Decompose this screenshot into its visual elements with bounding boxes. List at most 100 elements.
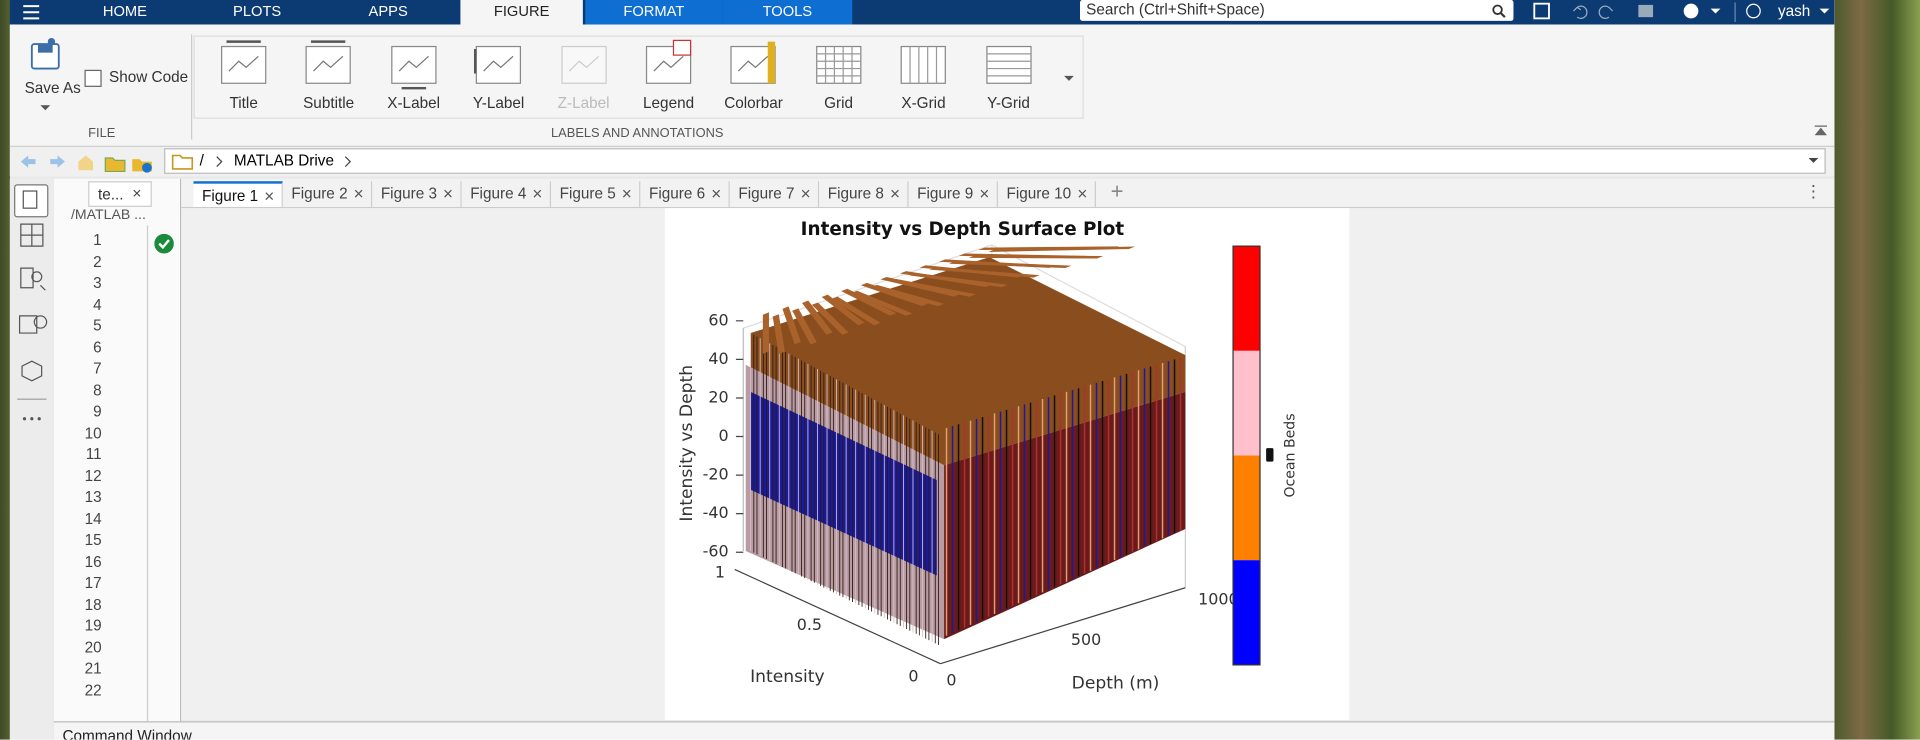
figure-tab[interactable]: Figure 7 ×	[729, 181, 820, 207]
button-icon[interactable]	[219, 39, 268, 90]
up-button[interactable]	[78, 155, 94, 171]
redo-icon[interactable]	[1598, 5, 1614, 19]
figure-tab[interactable]: Figure 6 ×	[640, 181, 730, 207]
user-dropdown[interactable]	[1819, 8, 1830, 14]
button-icon[interactable]	[389, 39, 438, 90]
figure-tab-label[interactable]: Figure 4	[470, 184, 527, 203]
figure-tab-label[interactable]: Figure 2	[291, 184, 348, 203]
workspace-button[interactable]	[20, 223, 44, 247]
icon-glyph	[653, 55, 684, 72]
help-dropdown[interactable]	[1710, 8, 1721, 14]
line-number: 19	[84, 617, 102, 635]
menu-tab[interactable]: APPS	[368, 2, 408, 20]
editor-tab[interactable]	[88, 181, 152, 207]
undo-icon[interactable]	[1573, 5, 1588, 19]
figure-tab[interactable]: Figure 3 ×	[372, 181, 462, 207]
toolstrip-button[interactable]: X-Grid	[901, 94, 946, 112]
line-number: 20	[84, 638, 102, 656]
figure-tab-label[interactable]: Figure 3	[380, 184, 437, 203]
toolstrip-button[interactable]: Y-Label	[472, 94, 525, 112]
figure-tab[interactable]: Figure 10 ×	[997, 181, 1096, 207]
close-tab[interactable]: ×	[353, 183, 364, 204]
gallery-expand[interactable]	[1063, 73, 1075, 83]
editor-tab-label[interactable]: te...	[97, 186, 124, 204]
addons-button[interactable]	[21, 360, 43, 382]
menu-tab[interactable]: FIGURE	[460, 0, 583, 25]
figure-tab[interactable]: Figure 5 ×	[551, 181, 641, 207]
button-icon[interactable]	[644, 39, 693, 90]
figure-tab-label[interactable]: Figure 10	[1006, 184, 1072, 203]
figure-tab-label[interactable]: Figure 6	[648, 184, 706, 203]
history-button[interactable]	[18, 315, 48, 334]
figure-tab[interactable]: Figure 9 ×	[908, 181, 998, 207]
figure-tab[interactable]: Figure 8 ×	[819, 181, 909, 207]
button-icon[interactable]	[729, 39, 778, 90]
save-icon[interactable]	[1533, 2, 1550, 20]
layout-icon[interactable]	[1638, 4, 1654, 18]
toolstrip-button[interactable]: X-Label	[387, 94, 441, 112]
z-tick-label: -20	[703, 465, 729, 484]
button-icon[interactable]	[984, 39, 1033, 90]
close-tab[interactable]: ×	[1077, 183, 1088, 204]
surface-fin	[870, 284, 945, 307]
save-as-dropdown[interactable]	[39, 103, 51, 113]
figure-tab[interactable]: Figure 4 ×	[461, 181, 552, 207]
toolstrip-button[interactable]: Grid	[824, 94, 853, 112]
close-tab[interactable]: ×	[443, 183, 454, 204]
toolstrip-button[interactable]: Legend	[643, 94, 695, 112]
close-tab[interactable]: ×	[711, 183, 722, 204]
menu-icon[interactable]	[22, 4, 42, 21]
menu-tab[interactable]: PLOTS	[233, 2, 282, 20]
save-as-button[interactable]: Save As	[24, 79, 81, 97]
quick-access	[1533, 2, 1830, 23]
close-tab[interactable]: ×	[979, 183, 990, 204]
back-button[interactable]	[20, 155, 36, 168]
button-icon[interactable]	[814, 39, 863, 90]
search-box[interactable]: Search (Ctrl+Shift+Space)	[1080, 0, 1514, 21]
show-code-label[interactable]: Show Code	[108, 68, 189, 86]
close-tab[interactable]: ×	[532, 183, 543, 204]
breadcrumb-folder[interactable]: MATLAB Drive	[233, 151, 334, 169]
figure-tab-label[interactable]: Figure 9	[917, 184, 974, 203]
button-icon[interactable]	[899, 39, 948, 90]
toolstrip-button[interactable]: Title	[229, 94, 258, 112]
menu-tab[interactable]: FORMAT	[585, 0, 723, 25]
close-tab[interactable]: ×	[132, 183, 142, 203]
breadcrumb-root[interactable]: /	[199, 151, 204, 169]
figure-tab[interactable]: Figure 2 ×	[282, 181, 373, 207]
show-code-checkbox[interactable]	[84, 69, 102, 87]
command-window[interactable]: Command Window	[53, 721, 1835, 740]
toolstrip-button[interactable]: Y-Grid	[987, 94, 1030, 112]
toolstrip-button[interactable]: Subtitle	[303, 94, 355, 112]
address-dropdown[interactable]	[1807, 157, 1819, 167]
close-tab[interactable]: ×	[800, 183, 811, 204]
find-button[interactable]	[20, 267, 46, 291]
button-icon[interactable]	[304, 39, 353, 90]
forward-button[interactable]	[50, 155, 65, 168]
button-icon[interactable]	[474, 39, 523, 90]
figure-tab-label[interactable]: Figure 7	[738, 184, 795, 203]
figure-tab-label[interactable]: Figure 5	[559, 184, 616, 203]
figure-tab-label[interactable]: Figure 1	[202, 187, 259, 205]
menu-tab[interactable]: HOME	[102, 2, 147, 20]
browse-button[interactable]	[104, 157, 126, 173]
add-tab[interactable]: +	[1110, 178, 1124, 204]
figure-tab-label[interactable]: Figure 8	[827, 184, 884, 203]
toolstrip-button[interactable]: Colorbar	[724, 94, 783, 112]
save-as-icon[interactable]	[28, 37, 65, 74]
collapse-toolstrip[interactable]	[1813, 122, 1828, 137]
z-axis-label: Intensity vs Depth	[677, 365, 697, 522]
more-button[interactable]	[22, 417, 27, 421]
close-tab[interactable]: ×	[889, 183, 901, 204]
tab-menu[interactable]: ⋮	[1804, 181, 1823, 201]
menu-tab[interactable]: TOOLS	[722, 0, 853, 25]
user-icon[interactable]	[1746, 3, 1761, 19]
address-field[interactable]: / MATLAB Drive	[164, 148, 1826, 174]
close-tab[interactable]: ×	[621, 183, 632, 204]
search-icon[interactable]	[1491, 4, 1506, 19]
figure-tab[interactable]: Figure 1 ×	[193, 181, 283, 207]
close-tab[interactable]: ×	[264, 186, 275, 206]
user-name[interactable]: yash	[1777, 2, 1811, 20]
help-icon[interactable]	[1683, 3, 1699, 19]
files-button[interactable]	[14, 184, 49, 218]
